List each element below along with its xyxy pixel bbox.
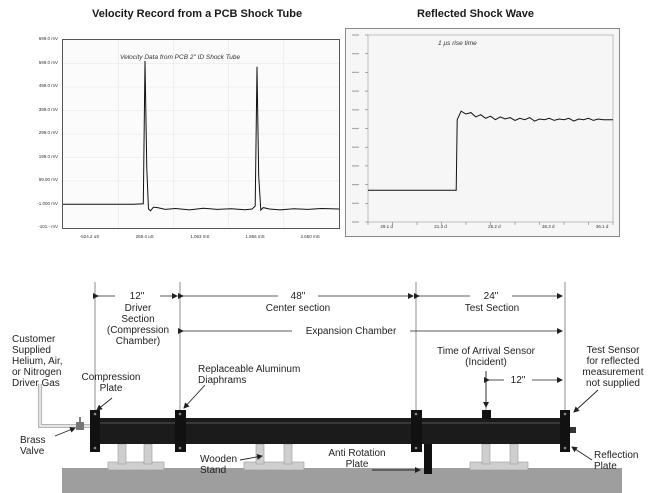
stand-leg-2a [255, 443, 265, 465]
tube-body [96, 418, 568, 444]
sensor-offset-dimension: 12" [510, 375, 526, 386]
velocity-y-tick-label: 399.0 mV [38, 106, 58, 112]
stand-base-1 [107, 461, 165, 471]
flange-diaphragm-2 [411, 410, 422, 452]
brass-valve-label: Brass Valve [20, 435, 46, 457]
velocity-chart [63, 40, 340, 228]
reflected-x-tick-label: 25.2 d [488, 224, 501, 229]
stand-leg-3a [481, 443, 491, 465]
driver-dimension: 12" [129, 291, 145, 302]
reflected-x-tick-label: 29.1 d [380, 224, 393, 229]
anti-rotation-label: Anti Rotation Plate [328, 448, 386, 470]
velocity-y-tick-label: 499.0 mV [38, 83, 58, 88]
reflected-chart [352, 34, 614, 225]
velocity-annotation: Velocity Data from PCB 2" ID Shock Tube [120, 54, 241, 61]
wooden-stand-label: Wooden Stand [200, 454, 238, 476]
stand-leg-3b [509, 443, 519, 465]
flange-diaphragm-1 [175, 410, 186, 452]
test-sensor [570, 427, 576, 433]
stand-leg-2b [283, 443, 293, 465]
floor [62, 468, 622, 493]
reflected-chart-title: Reflected Shock Wave [417, 8, 534, 20]
velocity-y-tick-label: 699.0 mV [38, 36, 58, 41]
velocity-x-tick-label: 1.856 mS [245, 234, 265, 239]
velocity-series-line [63, 60, 340, 212]
center-section-label: Center section [265, 303, 331, 314]
velocity-y-tick-label: -101.- mV [38, 224, 58, 229]
velocity-y-tick-label: 599.0 mV [38, 59, 58, 65]
arrival-sensor-label: Time of Arrival Sensor (Incident) [437, 346, 535, 368]
reflected-chart-frame [345, 28, 620, 237]
diaphrams-label: Replaceable Aluminum Diaphrams [198, 364, 301, 386]
test-dimension: 24" [483, 291, 499, 302]
velocity-x-tick-label: 2.650 mS [300, 234, 320, 239]
velocity-x-tick-label: 269.4 uS [135, 234, 154, 239]
arrival-sensor [482, 410, 491, 419]
gas-supply-label: Customer Supplied Helium, Air, or Nitrog… [12, 334, 63, 389]
flange-compression-plate [90, 410, 100, 452]
anti-rotation-plate [424, 440, 432, 474]
velocity-x-tick-label: -524.2 uS [79, 234, 100, 239]
reflected-x-tick-label: 36.3 d [542, 224, 555, 229]
reflection-plate-label: Reflection Plate [594, 450, 639, 472]
test-sensor-label: Test Sensor for reflected measurement no… [582, 345, 644, 389]
expansion-chamber-label: Expansion Chamber [305, 326, 397, 337]
velocity-chart-title: Velocity Record from a PCB Shock Tube [92, 8, 303, 20]
velocity-y-tick-label: -1.000 mV [37, 200, 58, 206]
velocity-y-tick-label: 99.00 mV [38, 177, 58, 182]
stand-leg-1b [143, 443, 153, 465]
velocity-chart-frame [62, 39, 340, 229]
stand-leg-1a [117, 443, 127, 465]
stand-base-2 [243, 461, 305, 471]
reflected-x-tick-label: 36.1 d [595, 224, 609, 229]
reflected-x-tick-label: 21.3 d [434, 224, 447, 229]
flange-reflection-plate [560, 410, 570, 452]
driver-section-label: Driver Section (Compression Chamber) [106, 303, 170, 347]
reflected-series-line [368, 110, 613, 191]
test-section-label: Test Section [464, 303, 520, 314]
center-dimension: 48" [290, 291, 306, 302]
reflected-annotation: 1 µs rise time [438, 40, 477, 47]
brass-valve [76, 422, 84, 430]
velocity-x-tick-label: 1.063 mS [190, 234, 210, 239]
compression-plate-label: Compression Plate [81, 372, 141, 394]
velocity-y-tick-label: 199.0 mV [38, 153, 58, 159]
stand-base-3 [469, 461, 529, 471]
velocity-y-tick-label: 299.0 mV [38, 130, 58, 135]
